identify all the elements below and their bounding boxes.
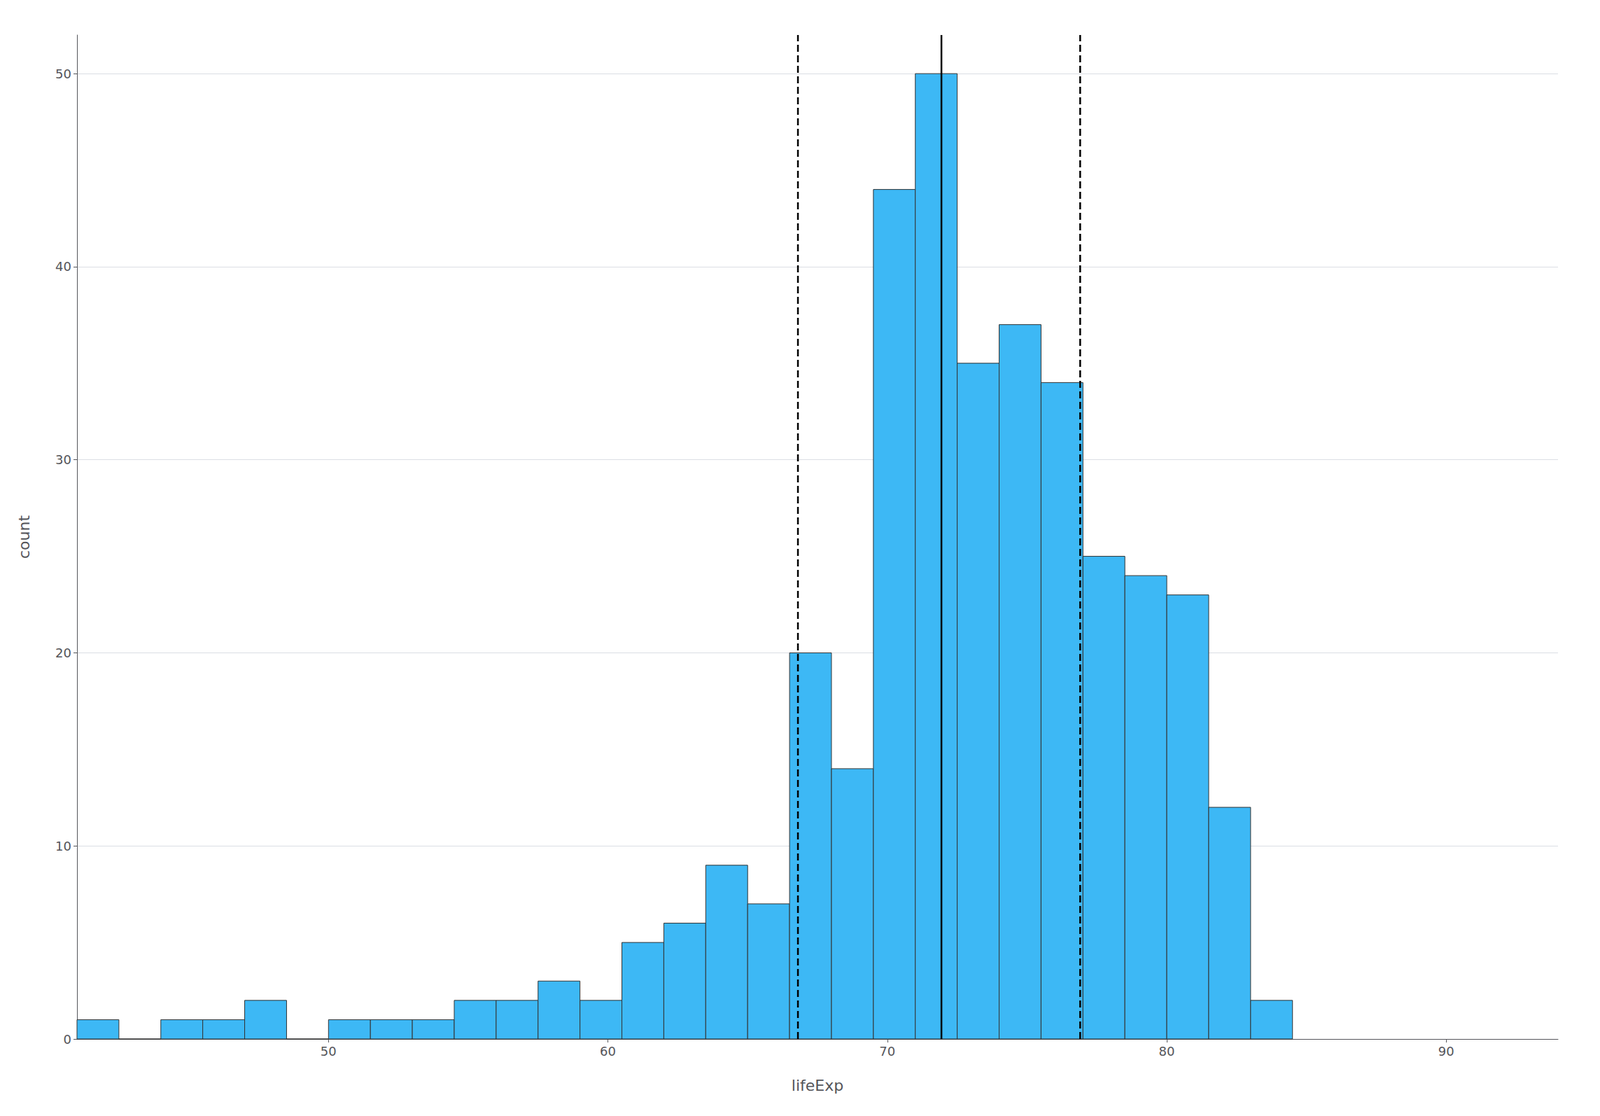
svg-text:60: 60: [599, 1043, 616, 1059]
svg-text:40: 40: [55, 258, 72, 274]
svg-text:80: 80: [1159, 1043, 1176, 1059]
svg-text:50: 50: [320, 1043, 337, 1059]
svg-text:lifeExp: lifeExp: [791, 1076, 844, 1094]
svg-text:50: 50: [55, 66, 72, 82]
svg-text:0: 0: [63, 1031, 72, 1047]
svg-text:count: count: [15, 515, 33, 559]
svg-text:70: 70: [879, 1043, 896, 1059]
svg-text:90: 90: [1438, 1043, 1455, 1059]
svg-text:20: 20: [55, 645, 72, 661]
svg-text:30: 30: [55, 452, 72, 467]
svg-text:10: 10: [55, 838, 72, 854]
